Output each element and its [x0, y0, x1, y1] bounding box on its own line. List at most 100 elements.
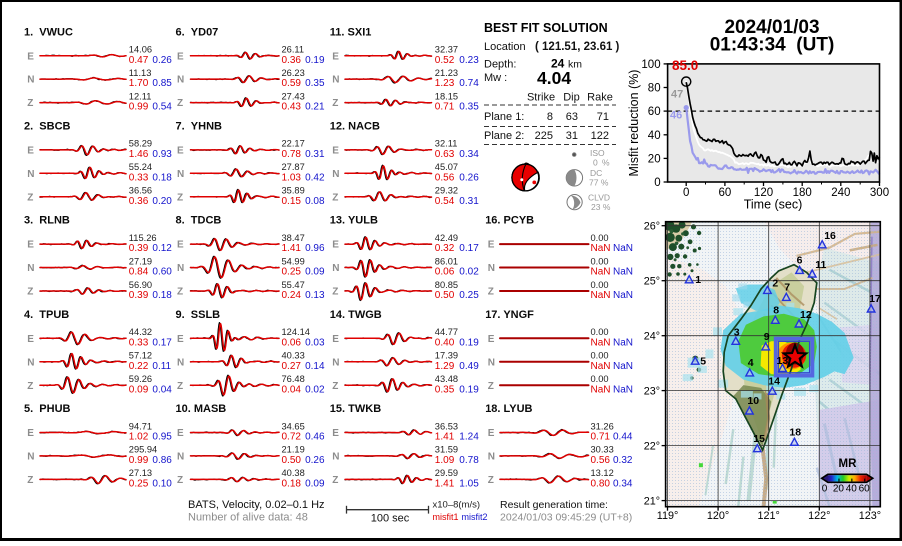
svg-text:7. YHNB: 7. YHNB [176, 121, 223, 133]
svg-text:27.43: 27.43 [282, 91, 305, 101]
svg-text:N: N [332, 75, 339, 86]
svg-text:N: N [27, 357, 34, 368]
svg-text:NaN: NaN [591, 361, 611, 372]
svg-text:0.46: 0.46 [305, 432, 325, 443]
svg-text:24°: 24° [644, 330, 660, 342]
svg-text:N: N [332, 169, 339, 180]
svg-text:0.96: 0.96 [305, 243, 325, 254]
svg-text:E: E [177, 428, 184, 439]
svg-text:E: E [27, 334, 34, 345]
svg-text:0.50: 0.50 [435, 290, 455, 301]
svg-text:23 %: 23 % [591, 202, 611, 212]
svg-text:25°: 25° [644, 275, 660, 287]
svg-text:20: 20 [833, 484, 845, 495]
svg-text:124.14: 124.14 [282, 327, 310, 337]
svg-text:12.11: 12.11 [129, 91, 152, 101]
svg-text:0.13: 0.13 [305, 290, 325, 301]
svg-text:0.20: 0.20 [152, 196, 172, 207]
svg-text:0.71: 0.71 [591, 432, 611, 443]
svg-text:17. YNGF: 17. YNGF [485, 309, 534, 321]
svg-text:8: 8 [773, 304, 779, 316]
svg-text:40: 40 [846, 484, 858, 495]
svg-text:0.33: 0.33 [129, 172, 149, 183]
svg-text:3. RLNB: 3. RLNB [24, 215, 70, 227]
svg-text:E: E [27, 146, 34, 157]
svg-text:0.00: 0.00 [591, 256, 609, 266]
svg-text:2024/01/03 09:45:29 (UT+8): 2024/01/03 09:45:29 (UT+8) [500, 512, 632, 524]
svg-text:misfit1: misfit1 [433, 512, 459, 522]
svg-text:Z: Z [177, 381, 183, 392]
svg-text:80.85: 80.85 [435, 280, 458, 290]
svg-text:4. TPUB: 4. TPUB [24, 309, 69, 321]
svg-text:60: 60 [859, 484, 871, 495]
svg-text:94.71: 94.71 [129, 421, 152, 431]
svg-text:47: 47 [671, 89, 683, 101]
svg-text:0.78: 0.78 [459, 455, 479, 466]
svg-text:NaN: NaN [613, 361, 633, 372]
svg-text:0.54: 0.54 [152, 102, 172, 113]
svg-text:N: N [332, 452, 339, 463]
svg-text:0.36: 0.36 [129, 196, 149, 207]
svg-text:46: 46 [670, 110, 682, 122]
svg-text:54.99: 54.99 [282, 256, 305, 266]
svg-text:31.26: 31.26 [591, 421, 614, 431]
svg-text:E: E [332, 240, 339, 251]
svg-text:DC: DC [590, 168, 602, 178]
svg-text:9. SSLB: 9. SSLB [176, 309, 221, 321]
svg-text:0: 0 [593, 158, 598, 168]
svg-text:NaN: NaN [591, 267, 611, 278]
svg-text:9: 9 [764, 331, 770, 343]
svg-text:43.48: 43.48 [435, 374, 458, 384]
svg-text:0.08: 0.08 [305, 196, 325, 207]
svg-text:0.19: 0.19 [305, 55, 325, 66]
svg-text:( 121.51, 23.61 ): ( 121.51, 23.61 ) [535, 41, 620, 53]
svg-text:0.34: 0.34 [613, 479, 633, 490]
svg-text:29.59: 29.59 [435, 468, 458, 478]
svg-text:120°: 120° [707, 510, 729, 522]
svg-text:38.47: 38.47 [282, 233, 305, 243]
svg-text:0.04: 0.04 [152, 384, 172, 395]
svg-text:29.32: 29.32 [435, 186, 458, 196]
svg-text:13. YULB: 13. YULB [330, 215, 378, 227]
svg-text:4: 4 [748, 357, 754, 369]
svg-text:Z: Z [177, 192, 183, 203]
svg-text:8: 8 [547, 111, 553, 123]
svg-text:Plane 2:: Plane 2: [484, 130, 524, 142]
svg-text:123°: 123° [859, 510, 881, 522]
svg-text:Time (sec): Time (sec) [744, 198, 803, 212]
svg-text:17: 17 [869, 293, 881, 305]
svg-text:Plane 1:: Plane 1: [484, 111, 524, 123]
svg-text:34.65: 34.65 [282, 421, 305, 431]
svg-text:27.87: 27.87 [282, 162, 305, 172]
svg-text:21°: 21° [644, 495, 660, 507]
svg-text:11: 11 [815, 259, 826, 271]
svg-text:0.39: 0.39 [129, 243, 149, 254]
svg-text:E: E [332, 146, 339, 157]
svg-text:60: 60 [648, 106, 661, 118]
svg-text:N: N [177, 452, 184, 463]
svg-text:0.56: 0.56 [591, 455, 611, 466]
svg-text:36.53: 36.53 [435, 421, 458, 431]
svg-text:Result generation time:: Result generation time: [500, 499, 608, 511]
svg-text:Z: Z [332, 381, 338, 392]
svg-text:0.18: 0.18 [282, 479, 302, 490]
svg-text:32.11: 32.11 [435, 139, 458, 149]
svg-text:6: 6 [797, 255, 803, 267]
svg-text:Z: Z [332, 98, 338, 109]
svg-text:15: 15 [753, 433, 765, 445]
svg-text:E: E [177, 240, 184, 251]
svg-text:E: E [27, 240, 34, 251]
svg-text:Location: Location [484, 41, 526, 53]
svg-text:0.72: 0.72 [282, 432, 302, 443]
svg-text:E: E [488, 428, 495, 439]
svg-text:N: N [488, 452, 495, 463]
svg-text:1.46: 1.46 [129, 149, 149, 160]
svg-text:E: E [332, 428, 339, 439]
svg-text:60: 60 [718, 187, 731, 199]
svg-text:NaN: NaN [613, 243, 633, 254]
svg-text:0.02: 0.02 [305, 384, 325, 395]
svg-text:0.52: 0.52 [435, 55, 455, 66]
svg-text:NaN: NaN [613, 267, 633, 278]
svg-text:10. MASB: 10. MASB [176, 403, 227, 415]
svg-text:1.03: 1.03 [282, 172, 302, 183]
